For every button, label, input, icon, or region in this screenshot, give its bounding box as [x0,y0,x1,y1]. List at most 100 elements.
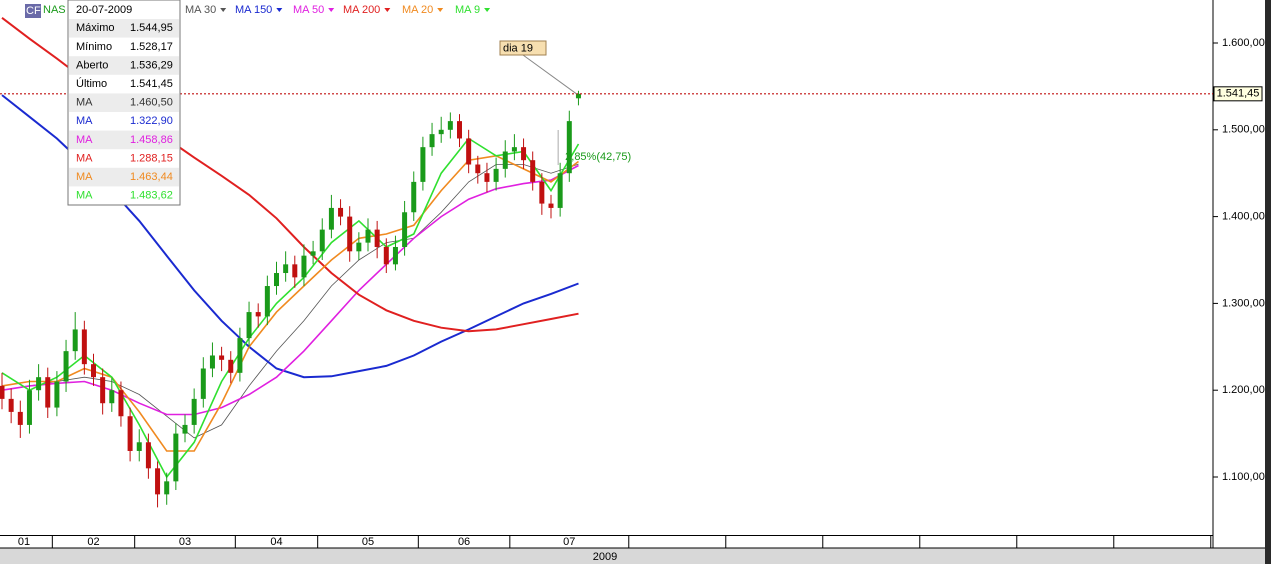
last-price-box [1213,86,1263,102]
x-tick-label: 04 [270,536,282,548]
legend-entry[interactable]: MA 20 [402,4,433,16]
candle-body [219,355,225,360]
legend-entry[interactable]: MA 150 [235,4,272,16]
candle-body [511,147,517,152]
candle-body [0,385,5,399]
candle-body [484,173,490,182]
candle-body [182,424,188,434]
candle-body [200,368,206,399]
candle-body [127,416,133,451]
candle-body [328,207,334,230]
y-tick-label: 1.300,00 [1222,297,1265,309]
candle-body [429,134,435,148]
candle-body [338,207,344,217]
info-row-label: MA [76,134,93,146]
annotation-box [499,40,547,56]
info-row-value: 1.322,90 [130,115,173,127]
legend-entry[interactable]: MA 50 [293,4,324,16]
legend-dropdown[interactable] [328,8,335,12]
candle-body [301,255,307,278]
legend-dropdown[interactable] [276,8,283,12]
ma-line [1,164,579,416]
candle-body [566,121,572,174]
candle-body [356,242,362,252]
y-tick-label: 1.100,00 [1222,471,1265,483]
info-row-value: 1.536,29 [130,59,173,71]
ma-line [1,163,579,439]
annotation-leader [522,54,577,95]
candle-body [365,229,371,243]
info-row-value: 1.288,15 [130,152,173,164]
candle-body [310,251,316,256]
candle-body [502,151,508,169]
candle-body [530,160,536,182]
candle-body [228,359,234,373]
candle-body [72,329,78,352]
info-row-label: MA [76,97,93,109]
info-row-value: 1.483,62 [130,190,173,202]
candle-body [45,377,51,408]
candle-body [557,173,563,208]
x-tick-label: 02 [87,536,99,548]
info-row-bg [69,19,179,38]
candle-body [457,121,462,139]
candle-body [292,264,298,278]
y-tick-label: 1.500,00 [1222,124,1265,136]
candle-body [493,168,499,182]
candle-body [475,164,481,174]
candle-body [283,264,289,274]
info-row-value: 1.460,50 [130,97,173,109]
legend-dropdown[interactable] [384,8,391,12]
info-box: 20-07-2009 Máximo 1.544,95 Mínimo 1.528,17 Ab… [67,0,181,206]
info-row-label: MA [76,190,93,202]
candle-body [81,329,87,365]
info-row-label: MA [76,115,93,127]
info-row-value: 1.544,95 [130,22,173,34]
info-row-label: Aberto [76,59,108,71]
info-row-bg [69,56,179,75]
legend-dropdown[interactable] [484,8,491,12]
candle-body [155,468,161,495]
candle-body [118,390,124,417]
x-tick-label: 05 [362,536,374,548]
info-row-bg [69,167,179,187]
candle-body [548,203,554,208]
candle-body [63,351,69,382]
candle-body [26,390,32,425]
info-row-value: 1.463,44 [130,171,173,183]
candle-body [136,442,142,451]
legend-entry[interactable]: MA 30 [185,4,216,16]
candle-body [539,181,545,204]
annotation-text: dia 19 [503,42,533,54]
candle-body [347,216,353,252]
legend-entry[interactable]: MA 200 [343,4,380,16]
candle-body [145,442,151,469]
candle-body [246,312,252,339]
candle-body [100,377,106,404]
candle-body [191,398,197,425]
ma-line [1,137,580,479]
candle-body [411,181,417,213]
ma-line [1,154,579,452]
x-tick-label: 06 [458,536,470,548]
candle-body [109,390,115,404]
candle-body [255,312,261,317]
candle-body [374,229,380,247]
legend-entry[interactable]: MA 9 [455,4,480,16]
right-border [1265,0,1271,564]
legend-dropdown[interactable] [220,8,227,12]
info-row-bg [69,130,179,150]
candle-body [392,246,398,265]
candle-body [274,273,279,287]
candle-body [36,377,42,391]
candle-body [209,355,215,369]
candle-body [521,147,527,161]
x-tick-label: 03 [179,536,191,548]
legend-dropdown[interactable] [437,8,444,12]
candle-body [420,147,426,182]
y-tick-label: 1.600,00 [1222,37,1265,49]
candle-body [383,246,389,265]
candle-body [438,129,444,135]
x-tick-label: 07 [563,536,575,548]
